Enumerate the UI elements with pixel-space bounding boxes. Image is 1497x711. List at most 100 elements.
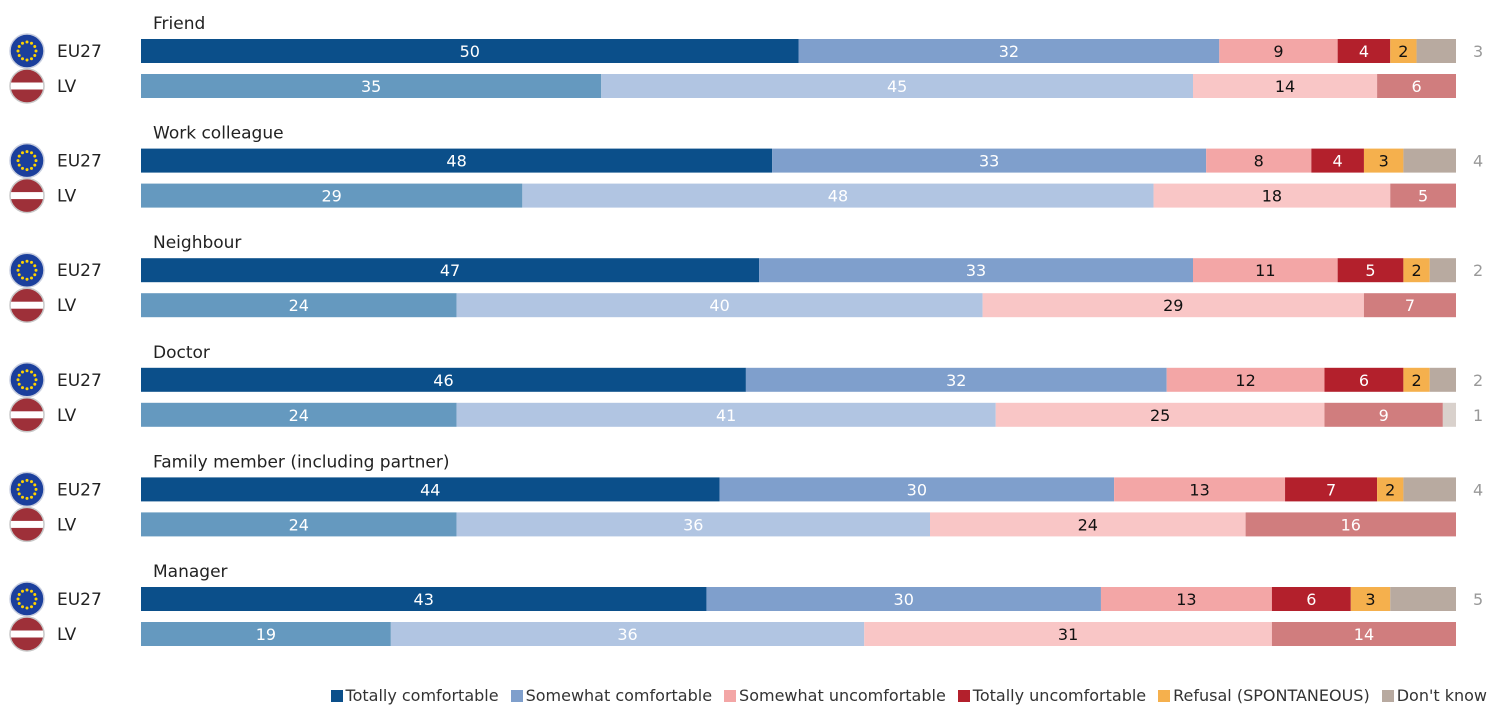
bar-segment (141, 402, 457, 427)
bar-segment (141, 258, 760, 283)
dont-know-value-label: 2 (1473, 261, 1483, 280)
bar-segment (141, 367, 746, 392)
eu-flag-star (17, 54, 21, 57)
eu-flag-star (30, 151, 33, 155)
bar-segment (1363, 148, 1404, 173)
eu-flag-star (21, 370, 24, 374)
bar-segment (141, 293, 457, 318)
bar-value-label: 45 (887, 77, 907, 96)
eu-flag-disc (9, 581, 45, 617)
dont-know-value-label: 2 (1473, 371, 1483, 390)
bar-segment (719, 477, 1115, 502)
bar-value-label: 46 (433, 371, 453, 390)
eu-flag-star (17, 483, 21, 487)
legend-item: Totally comfortable (330, 686, 499, 705)
eu-flag-star (30, 480, 33, 484)
bar-segment (1271, 622, 1456, 646)
bar-value-label: 50 (460, 42, 480, 61)
lv-flag-rim (9, 177, 45, 214)
bar-value-label: 25 (1150, 406, 1170, 425)
eu-flag-star (16, 378, 20, 382)
legend-swatch (1381, 689, 1394, 702)
eu-flag-star (30, 166, 33, 170)
bar-segment (1416, 39, 1456, 63)
bar-segment (1114, 477, 1286, 502)
bar-value-label: 4 (1359, 42, 1369, 61)
legend-label: Totally uncomfortable (972, 686, 1147, 705)
bar-value-label: 13 (1176, 590, 1196, 609)
bar-segment (1206, 148, 1312, 173)
country-label: LV (57, 77, 77, 97)
eu-flag-star (21, 589, 24, 593)
bar-segment (1429, 367, 1456, 392)
eu-flag-star (25, 387, 29, 391)
bar-value-label: 40 (709, 296, 729, 315)
bar-value-label: 2 (1398, 42, 1408, 61)
bar-value-label: 6 (1411, 77, 1421, 96)
bar-value-label: 8 (1254, 152, 1264, 171)
bar-value-label: 30 (907, 480, 927, 499)
bar-segment (1337, 258, 1404, 283)
eu-flag-star (25, 606, 29, 610)
dont-know-value-label: 3 (1473, 42, 1483, 61)
eu-flag-star (25, 58, 29, 62)
bar-segment (1193, 258, 1338, 283)
eu-flag-star (30, 276, 33, 280)
eu-flag-star (25, 369, 29, 373)
bar-segment (1271, 587, 1351, 611)
bar-segment (864, 622, 1272, 646)
eu-flag-star (17, 163, 21, 167)
bar-segment (1245, 512, 1456, 537)
bar-segment (1166, 367, 1325, 392)
country-label: LV (57, 406, 77, 426)
bar-value-label: 16 (1341, 515, 1361, 534)
bar-value-label: 33 (966, 261, 986, 280)
bar-segment (1363, 293, 1456, 318)
eu-flag-star (30, 386, 33, 390)
legend-item: Don't know (1381, 686, 1487, 705)
bar-value-label: 5 (1365, 261, 1375, 280)
bar-segment (798, 39, 1220, 63)
flag-icon-lv (9, 616, 45, 652)
bar-segment (1153, 183, 1391, 208)
group-label: Friend (153, 14, 205, 34)
bar-segment (1403, 258, 1430, 283)
bar-segment (1337, 39, 1391, 63)
lv-flag-stripe (10, 630, 44, 638)
country-label: LV (57, 187, 77, 207)
bar-segment (1403, 477, 1456, 502)
bar-value-label: 48 (446, 152, 466, 171)
bar-segment (141, 148, 773, 173)
legend-swatch (330, 689, 343, 702)
bar-value-label: 29 (1163, 296, 1183, 315)
bar-value-label: 36 (683, 515, 703, 534)
bar-value-label: 3 (1365, 590, 1375, 609)
eu-flag-star (17, 492, 21, 496)
legend-item: Totally uncomfortable (957, 686, 1147, 705)
bar-segment (1390, 183, 1456, 208)
lv-flag-body (10, 178, 44, 213)
country-label: EU27 (57, 261, 102, 281)
bar-value-label: 24 (289, 296, 309, 315)
bar-value-label: 36 (617, 625, 637, 644)
eu-flag-star (16, 597, 20, 601)
lv-flag-body (10, 288, 44, 323)
bar-value-label: 7 (1326, 480, 1336, 499)
eu-flag-star (25, 168, 29, 172)
dont-know-value-label: 4 (1473, 480, 1483, 499)
bar-value-label: 43 (414, 590, 434, 609)
eu-flag-star (17, 373, 21, 377)
bar-value-label: 11 (1255, 261, 1275, 280)
bar-value-label: 3 (1379, 152, 1389, 171)
eu-flag-star (25, 259, 29, 263)
bar-value-label: 33 (979, 152, 999, 171)
eu-flag-star (30, 41, 33, 45)
lv-flag-rim (9, 616, 45, 652)
bar-value-label: 44 (420, 480, 440, 499)
chart-legend: Totally comfortable Somewhat comfortable S… (0, 686, 1487, 705)
lv-flag-stripe (10, 411, 44, 419)
eu-flag-star (21, 276, 24, 280)
bar-value-label: 2 (1385, 480, 1395, 499)
legend-label: Somewhat uncomfortable (739, 686, 946, 705)
